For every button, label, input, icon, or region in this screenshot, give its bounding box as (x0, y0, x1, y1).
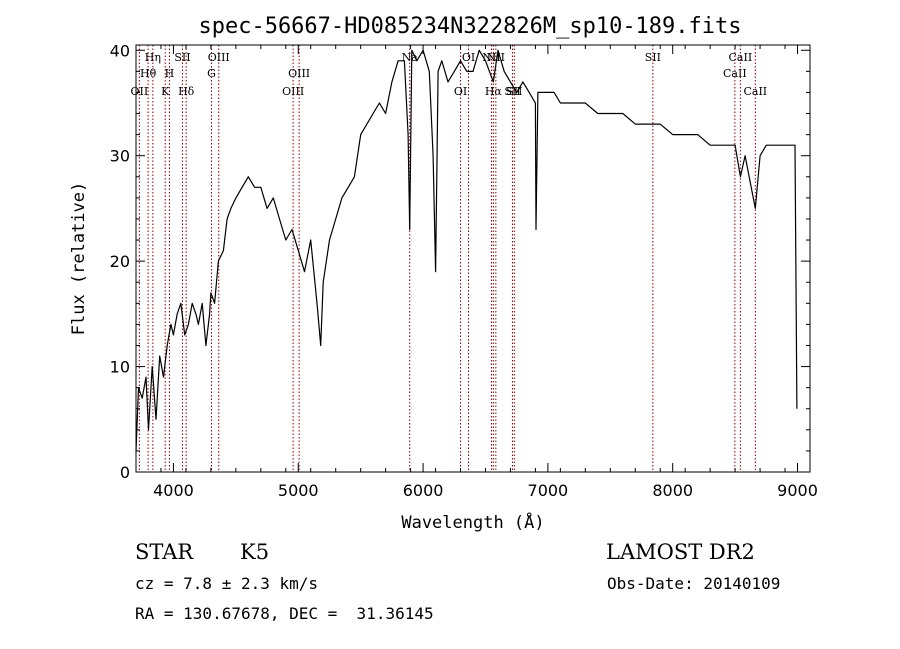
marker-label: H (165, 67, 175, 80)
plot-frame (135, 44, 811, 473)
x-tick-label: 4000 (153, 481, 194, 500)
redshift-value: cz = 7.8 ± 2.3 km/s (135, 574, 319, 593)
x-tick-label: 5000 (278, 481, 319, 500)
marker-label: OIII (208, 51, 230, 64)
marker-label: Hη (145, 51, 161, 64)
marker-label: CaII (743, 85, 767, 98)
marker-label: SII (504, 85, 520, 98)
x-tick-label: 6000 (403, 481, 444, 500)
marker-label: Hθ (140, 67, 157, 80)
marker-label: OI (454, 85, 467, 98)
marker-label: Hδ (178, 85, 195, 98)
y-tick-label: 40 (110, 41, 130, 60)
marker-label: K (161, 85, 170, 98)
marker-label: OII (131, 85, 149, 98)
y-axis-label: Flux (relative) (69, 182, 89, 336)
marker-label: NII (487, 51, 505, 64)
y-tick-label: 30 (110, 147, 130, 166)
coordinates: RA = 130.67678, DEC = 31.36145 (135, 604, 434, 623)
x-tick-label: 9000 (777, 481, 818, 500)
marker-label: G (207, 67, 216, 80)
marker-label: OI (462, 51, 475, 64)
y-tick-label: 0 (120, 463, 130, 482)
marker-label: SII (174, 51, 190, 64)
marker-label: OIII (282, 85, 304, 98)
marker-label: OIII (288, 67, 310, 80)
marker-label: CaII (723, 67, 747, 80)
marker-label: CaII (729, 51, 753, 64)
survey-name: LAMOST DR2 (606, 540, 755, 564)
object-class: STAR (135, 540, 194, 564)
x-tick-label: 7000 (528, 481, 569, 500)
object-subclass: K5 (240, 540, 270, 564)
marker-label: Hα (485, 85, 503, 98)
x-tick-label: 8000 (652, 481, 693, 500)
marker-label: SII (506, 85, 522, 98)
obs-date: Obs-Date: 20140109 (607, 574, 781, 593)
spectrum-line (135, 49, 798, 451)
x-axis-label: Wavelength (Å) (401, 511, 544, 533)
y-tick-label: 10 (110, 358, 130, 377)
spectrum-chart: spec-56667-HD085234N322826M_sp10-189.fit… (69, 14, 818, 533)
marker-label: SII (645, 51, 661, 64)
y-tick-label: 20 (110, 252, 130, 271)
chart-title: spec-56667-HD085234N322826M_sp10-189.fit… (198, 14, 741, 39)
